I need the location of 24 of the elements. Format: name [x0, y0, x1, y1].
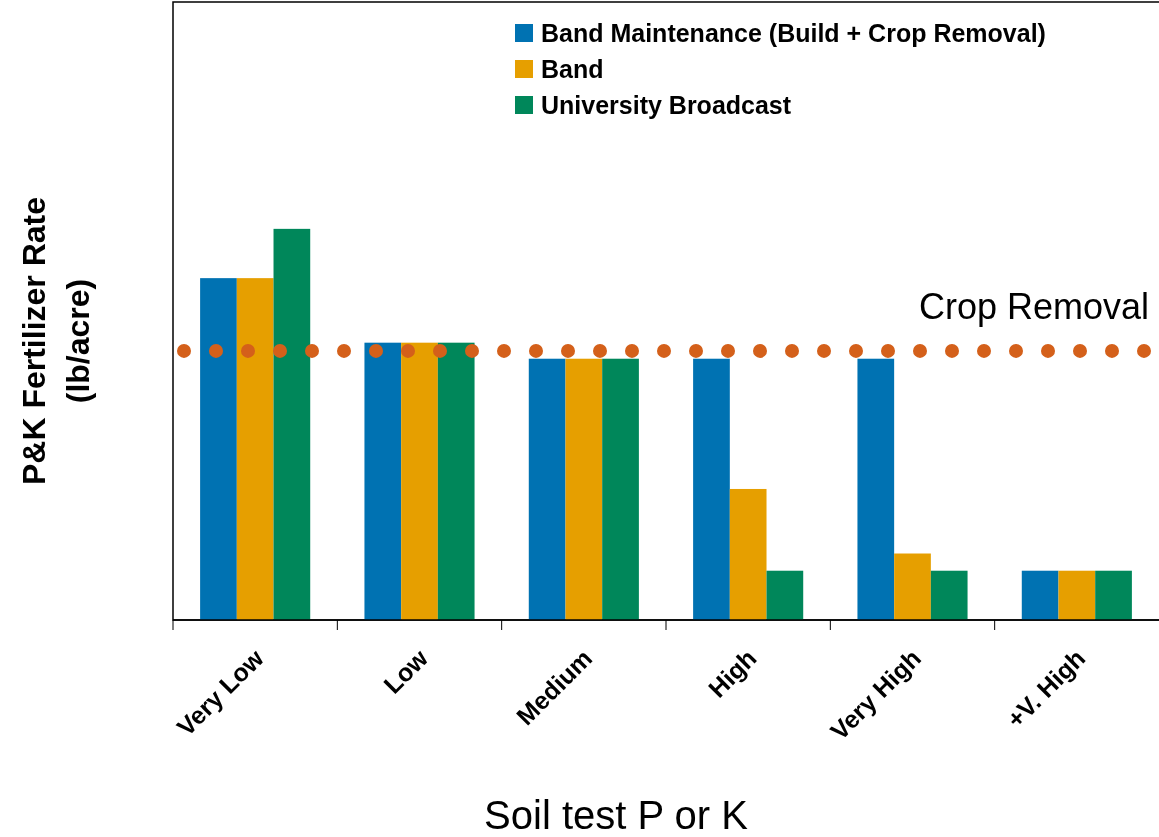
bar: [200, 278, 237, 620]
bar: [766, 570, 804, 620]
bar: [693, 358, 730, 620]
bar: [364, 342, 402, 620]
bar: [602, 358, 639, 620]
legend-label: Band Maintenance (Build + Crop Removal): [541, 19, 1046, 47]
x-axis-title: Soil test P or K: [484, 793, 749, 837]
bar: [894, 553, 931, 620]
bar: [857, 358, 895, 620]
legend-label: University Broadcast: [541, 91, 792, 119]
bar: [1058, 570, 1096, 620]
bar: [528, 358, 566, 620]
ref-line-label: Crop Removal: [918, 285, 1149, 327]
bar: [1021, 570, 1059, 620]
bar: [273, 228, 311, 620]
bar: [437, 342, 475, 620]
bar: [565, 358, 603, 620]
y-axis-title: P&K Fertilizer Rate (lb/acre): [16, 196, 96, 486]
bar: [236, 278, 274, 620]
legend-label: Band: [541, 55, 604, 83]
bar: [729, 488, 767, 620]
bar: [1095, 570, 1132, 620]
bar: [930, 570, 968, 620]
bar: [401, 342, 438, 620]
